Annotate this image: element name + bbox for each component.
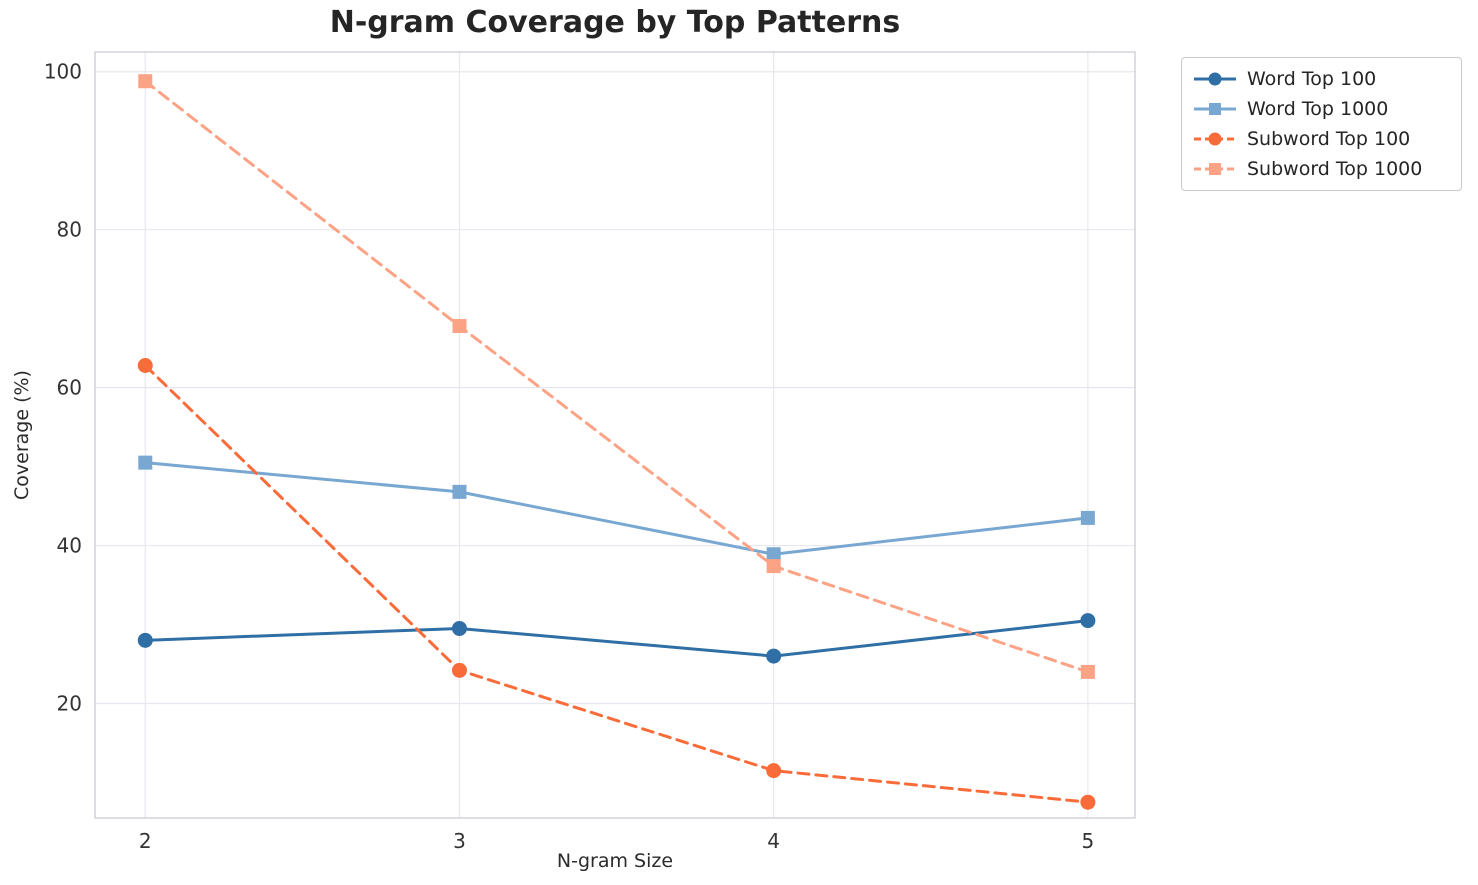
legend-label: Subword Top 1000 [1247, 158, 1423, 180]
legend-glyph-subword-top-100 [1194, 132, 1236, 146]
x-tick-label: 4 [767, 829, 780, 853]
marker-word-top-100 [766, 648, 782, 664]
x-tick-label: 2 [139, 829, 152, 853]
marker-subword-top-1000 [766, 559, 781, 574]
y-tick-label: 60 [57, 376, 82, 400]
series-line-word-top-100 [143, 619, 1090, 658]
y-axis-label: Coverage (%) [11, 370, 33, 500]
marker-subword-top-100 [451, 662, 467, 678]
marker-subword-top-100 [766, 763, 782, 779]
axes-border [94, 51, 1136, 819]
y-tick-label: 40 [57, 534, 82, 558]
marker-subword-top-1000 [138, 74, 153, 89]
series-line-word-top-1000 [143, 461, 1090, 556]
legend-glyph-subword-top-1000 [1194, 163, 1236, 175]
marker-word-top-1000 [1080, 510, 1095, 525]
marker-word-top-1000 [766, 547, 781, 562]
marker-word-top-1000 [452, 484, 467, 499]
legend-label: Subword Top 100 [1247, 128, 1411, 150]
y-tick-label: 100 [44, 60, 82, 84]
series-line-subword-top-100 [143, 364, 1090, 804]
legend-item-subword-top-100: Subword Top 100 [1192, 128, 1451, 150]
marker-subword-top-100 [137, 358, 153, 374]
marker-word-top-100 [137, 632, 153, 648]
series-line-subword-top-1000 [143, 79, 1090, 674]
marker-word-top-100 [451, 620, 467, 636]
legend-marker-square [1209, 103, 1221, 115]
marker-word-top-1000 [138, 455, 153, 470]
chart-legend: Word Top 100 Word Top 1000 Subword Top 100… [1181, 57, 1462, 191]
marker-word-top-100 [1080, 613, 1096, 629]
marker-subword-top-1000 [452, 319, 467, 334]
chart-title: N-gram Coverage by Top Patterns [329, 5, 901, 40]
y-tick-label: 20 [57, 691, 82, 715]
legend-label: Word Top 1000 [1247, 98, 1389, 120]
x-axis-label: N-gram Size [556, 850, 674, 872]
legend-marker-square [1209, 163, 1221, 175]
plot-area [95, 52, 1135, 818]
legend-label: Word Top 100 [1247, 68, 1377, 90]
legend-item-subword-top-1000: Subword Top 1000 [1192, 158, 1451, 180]
marker-subword-top-1000 [1080, 664, 1095, 679]
legend-glyph-word-top-1000 [1194, 103, 1236, 115]
x-tick-label: 3 [453, 829, 466, 853]
y-tick-label: 80 [57, 218, 82, 242]
legend-item-word-top-1000: Word Top 1000 [1192, 98, 1451, 120]
legend-item-word-top-100: Word Top 100 [1192, 68, 1451, 90]
marker-subword-top-100 [1080, 794, 1096, 810]
x-tick-label: 5 [1082, 829, 1095, 853]
legend-marker-circle [1208, 132, 1222, 146]
legend-marker-circle [1208, 72, 1222, 86]
legend-glyph-word-top-100 [1194, 72, 1236, 86]
